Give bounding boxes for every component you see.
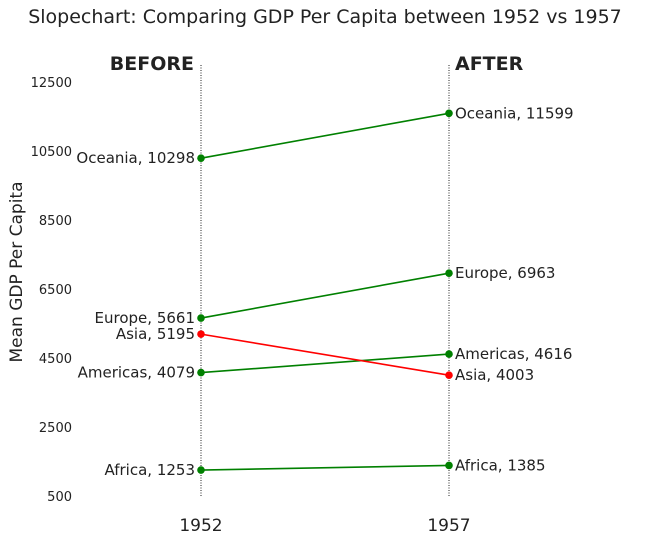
header-after: AFTER <box>455 53 524 75</box>
x-axis-ticks: 1952 1957 <box>179 516 470 536</box>
slope-line-americas <box>200 353 450 374</box>
point-label-africa-1952: Africa, 1253 <box>105 461 196 479</box>
slope-line-oceania <box>200 112 450 159</box>
y-axis-label: Mean GDP Per Capita <box>7 181 27 362</box>
y-tick-label: 6500 <box>39 283 72 298</box>
point-label-europe-1957: Europe, 6963 <box>455 264 555 282</box>
data-point-americas-1957 <box>445 350 453 358</box>
x-tick-label: 1957 <box>427 516 470 536</box>
y-tick-label: 12500 <box>31 76 72 91</box>
point-label-americas-1957: Americas, 4616 <box>455 345 572 363</box>
data-point-asia-1952 <box>197 330 205 338</box>
point-label-africa-1957: Africa, 1385 <box>455 456 546 474</box>
chart-title: Slopechart: Comparing GDP Per Capita bet… <box>28 6 622 28</box>
point-label-europe-1952: Europe, 5661 <box>95 309 195 327</box>
data-point-africa-1952 <box>197 466 205 474</box>
data-points <box>197 109 453 474</box>
point-label-oceania-1952: Oceania, 10298 <box>76 149 195 167</box>
point-labels: Africa, 1253 Africa, 1385 Americas, 4079 Am… <box>76 104 573 479</box>
header-before: BEFORE <box>110 53 194 75</box>
y-tick-label: 8500 <box>39 214 72 229</box>
slope-line-asia <box>200 333 450 377</box>
data-point-asia-1957 <box>445 371 453 380</box>
slope-lines <box>200 112 450 471</box>
point-label-oceania-1957: Oceania, 11599 <box>455 104 574 122</box>
x-tick-label: 1952 <box>179 516 222 536</box>
slope-line-africa <box>200 464 450 471</box>
point-label-asia-1957: Asia, 4003 <box>455 366 534 384</box>
data-point-europe-1952 <box>197 314 205 322</box>
slope-line-europe <box>200 272 450 319</box>
y-tick-label: 10500 <box>31 145 72 160</box>
y-tick-label: 2500 <box>39 421 72 436</box>
y-tick-label: 4500 <box>39 352 72 367</box>
data-point-europe-1957 <box>445 269 453 277</box>
y-tick-label: 500 <box>47 490 72 505</box>
y-axis-ticks: 500 2500 4500 6500 8500 10500 12500 <box>31 76 72 505</box>
vertical-guides <box>200 65 450 496</box>
point-label-americas-1952: Americas, 4079 <box>78 364 195 382</box>
data-point-americas-1952 <box>197 368 205 377</box>
point-label-asia-1952: Asia, 5195 <box>116 325 195 343</box>
data-point-africa-1957 <box>445 461 453 470</box>
data-point-oceania-1952 <box>197 154 205 162</box>
data-point-oceania-1957 <box>445 109 453 118</box>
